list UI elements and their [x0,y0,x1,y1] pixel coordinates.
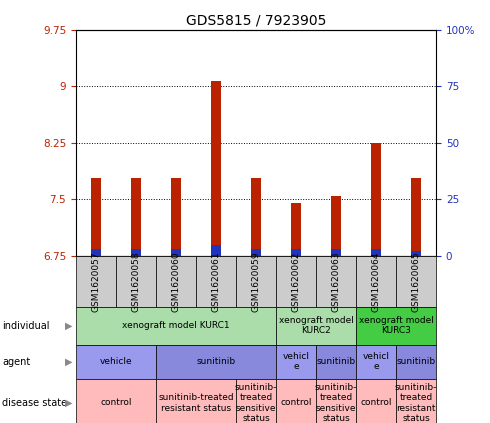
Text: sunitinib: sunitinib [196,357,236,366]
Text: control: control [360,398,392,407]
Text: individual: individual [2,321,50,331]
Text: control: control [100,398,132,407]
Bar [331,249,341,256]
Text: sunitinib: sunitinib [317,357,356,366]
Text: GSM1620063: GSM1620063 [332,251,341,312]
Text: sunitinib-
treated
sensitive
status: sunitinib- treated sensitive status [315,383,357,423]
Bar [131,249,141,256]
Text: GSM1620057: GSM1620057 [92,251,100,312]
Bar [91,178,101,256]
Bar [331,195,341,256]
Bar [131,178,141,256]
Text: sunitinib: sunitinib [396,357,436,366]
Bar [371,249,381,256]
Bar [91,249,101,256]
Text: agent: agent [2,357,31,367]
Text: GSM1620064: GSM1620064 [371,251,381,312]
Bar [291,203,301,256]
Text: vehicle: vehicle [99,357,132,366]
Text: GSM1620058: GSM1620058 [131,251,141,312]
Text: sunitinib-
treated
resistant
status: sunitinib- treated resistant status [395,383,437,423]
Text: ▶: ▶ [65,321,73,331]
Text: ▶: ▶ [65,357,73,367]
Text: disease state: disease state [2,398,68,408]
Bar [171,178,181,256]
Text: vehicl
e: vehicl e [363,352,390,371]
Bar [411,251,421,256]
Text: vehicl
e: vehicl e [283,352,310,371]
Bar [411,178,421,256]
Text: ▶: ▶ [65,398,73,408]
Text: xenograft model KURC1: xenograft model KURC1 [122,321,230,330]
Text: xenograft model
KURC3: xenograft model KURC3 [359,316,434,335]
Bar [251,178,261,256]
Text: sunitinib-
treated
sensitive
status: sunitinib- treated sensitive status [235,383,277,423]
Text: GSM1620065: GSM1620065 [412,251,420,312]
Text: control: control [280,398,312,407]
Text: GSM1620062: GSM1620062 [292,251,300,312]
Text: xenograft model
KURC2: xenograft model KURC2 [279,316,353,335]
Text: sunitinib-treated
resistant status: sunitinib-treated resistant status [158,393,234,412]
Text: GSM1620059: GSM1620059 [251,251,261,312]
Text: GSM1620060: GSM1620060 [172,251,180,312]
Bar [211,81,221,256]
Bar [291,249,301,256]
Bar [171,249,181,256]
Bar [211,244,221,256]
Title: GDS5815 / 7923905: GDS5815 / 7923905 [186,13,326,27]
Text: GSM1620061: GSM1620061 [212,251,220,312]
Bar [251,249,261,256]
Bar [371,143,381,256]
